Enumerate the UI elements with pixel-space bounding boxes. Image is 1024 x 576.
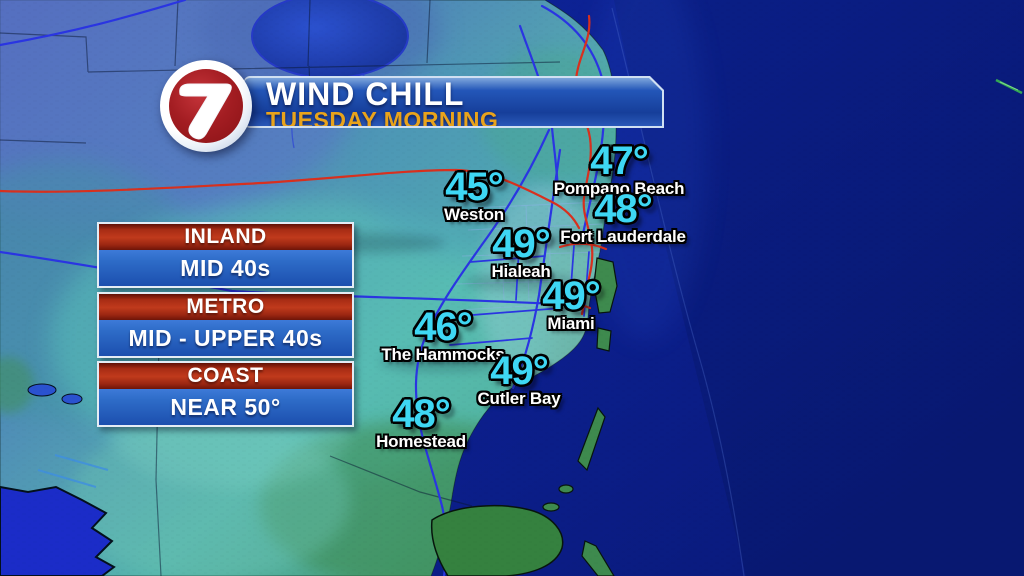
- page-title: WIND CHILL: [266, 76, 465, 112]
- legend-label: INLAND: [99, 224, 352, 250]
- temp-value: 46°: [414, 305, 473, 349]
- logo-seven-glyph: [179, 83, 232, 140]
- city-label: The Hammocks: [381, 345, 505, 364]
- city-label: Cutler Bay: [477, 389, 561, 408]
- legend-box-coast: COAST NEAR 50°: [97, 361, 354, 427]
- city-label: Homestead: [376, 432, 466, 451]
- channel-7-logo: [160, 60, 252, 152]
- temp-value: 49°: [490, 349, 549, 393]
- page-subtitle: TUESDAY MORNING: [266, 107, 499, 133]
- station-weston: 45° Weston: [444, 165, 504, 224]
- station-fort-lauderdale: 48° Fort Lauderdale: [560, 187, 686, 246]
- station-the-hammocks: 46° The Hammocks: [381, 305, 505, 364]
- station-cutler-bay: 49° Cutler Bay: [477, 349, 561, 408]
- station-homestead: 48° Homestead: [376, 392, 466, 451]
- station-pompano-beach: 47° Pompano Beach: [553, 139, 685, 198]
- legend-box-inland: INLAND MID 40s: [97, 222, 354, 288]
- title-banner: WIND CHILL TUESDAY MORNING: [244, 76, 664, 128]
- city-label: Weston: [444, 205, 504, 224]
- station-hialeah: 49° Hialeah: [491, 222, 551, 281]
- legend-value: MID 40s: [99, 250, 352, 286]
- temp-value: 49°: [492, 222, 551, 266]
- legend-value: NEAR 50°: [99, 389, 352, 425]
- station-miami: 49° Miami: [542, 274, 600, 333]
- city-label: Hialeah: [491, 262, 551, 281]
- temp-value: 48°: [392, 392, 450, 436]
- title-banner-inner: WIND CHILL TUESDAY MORNING: [244, 78, 662, 126]
- temp-value: 49°: [542, 274, 600, 318]
- city-label: Miami: [547, 314, 595, 333]
- temp-value: 45°: [445, 165, 503, 209]
- legend-value: MID - UPPER 40s: [99, 320, 352, 356]
- legend-label: METRO: [99, 294, 352, 320]
- temp-value: 47°: [590, 139, 648, 183]
- temp-value: 48°: [594, 187, 653, 231]
- legend-box-metro: METRO MID - UPPER 40s: [97, 292, 354, 358]
- legend-label: COAST: [99, 363, 352, 389]
- city-label: Pompano Beach: [553, 179, 685, 198]
- city-label: Fort Lauderdale: [560, 227, 686, 246]
